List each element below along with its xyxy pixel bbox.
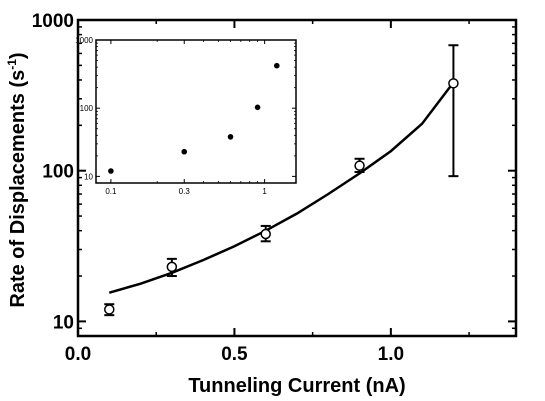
data-point xyxy=(448,44,459,178)
inset-y-tick-label: 10 xyxy=(84,172,93,181)
y-axis-title: Rate of Displacements (s-1) xyxy=(5,52,29,307)
y-axis-title-main: Rate of Displacements (s xyxy=(7,70,29,308)
main-axis-ticks: 0.0 0.5 1.0 10 100 1000 xyxy=(32,11,516,365)
open-circle-marker xyxy=(448,78,459,89)
inset-data-points xyxy=(108,62,280,174)
y-tick-label: 1000 xyxy=(32,11,74,32)
inset-filled-circle-marker xyxy=(181,148,188,155)
data-point xyxy=(354,157,365,174)
y-tick-label: 10 xyxy=(53,312,74,333)
inset-y-tick-label: 1000 xyxy=(75,36,93,45)
fit-curve-group xyxy=(108,81,455,294)
inset-filled-circle-marker xyxy=(254,104,261,111)
x-tick-label: 1.0 xyxy=(378,344,404,365)
data-point xyxy=(166,257,178,278)
open-circle-marker xyxy=(354,160,365,171)
y-axis-title-close: ) xyxy=(7,52,29,59)
main-plot-frame xyxy=(76,18,518,338)
y-axis-title-superscript: -1 xyxy=(5,59,19,70)
inset-plot-frame xyxy=(95,39,297,184)
main-plot: 0.0 0.5 1.0 10 100 1000 Tunneling Current (nA… xyxy=(5,11,518,397)
open-circle-marker xyxy=(104,304,115,315)
inset-plot: 0.1 0.3 1 10 100 1000 xyxy=(75,36,297,196)
x-axis-title: Tunneling Current (nA) xyxy=(188,375,405,397)
fit-curve xyxy=(108,81,455,294)
inset-filled-circle-marker xyxy=(273,62,280,69)
inset-filled-circle-marker xyxy=(227,134,234,140)
main-data-points xyxy=(104,44,459,317)
inset-x-tick-label: 1 xyxy=(262,187,267,196)
open-circle-marker xyxy=(260,228,271,240)
inset-filled-circle-marker xyxy=(108,168,114,174)
inset-y-tick-label: 100 xyxy=(80,104,94,113)
data-point xyxy=(104,303,115,317)
open-circle-marker xyxy=(166,261,178,273)
data-point xyxy=(260,224,271,243)
x-tick-label: 0.5 xyxy=(221,344,248,365)
x-tick-label: 0.0 xyxy=(65,344,91,365)
inset-x-tick-label: 0.3 xyxy=(179,187,191,196)
inset-x-tick-label: 0.1 xyxy=(105,187,117,196)
inset-axis-ticks: 0.1 0.3 1 10 100 1000 xyxy=(75,36,296,196)
y-tick-label: 100 xyxy=(42,162,74,183)
